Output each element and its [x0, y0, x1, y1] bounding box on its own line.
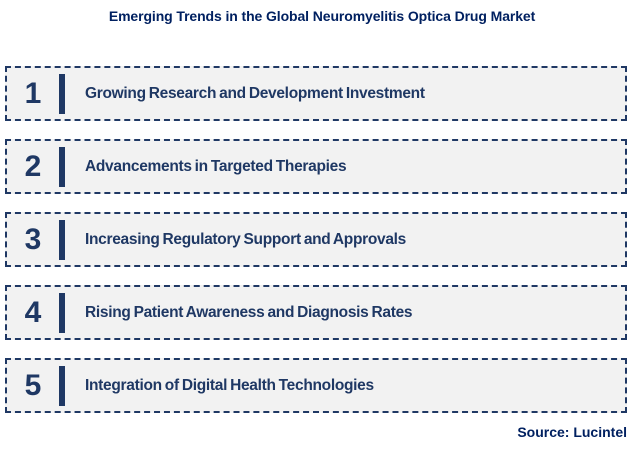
- trend-row-4: 4 Rising Patient Awareness and Diagnosis…: [5, 285, 627, 340]
- trend-label: Integration of Digital Health Technologi…: [85, 376, 374, 394]
- trend-number: 1: [24, 76, 42, 110]
- trend-label: Advancements in Targeted Therapies: [85, 157, 347, 175]
- trend-row-1: 1 Growing Research and Development Inves…: [5, 66, 627, 121]
- trend-number: 4: [24, 295, 42, 329]
- trend-row-3: 3 Increasing Regulatory Support and Appr…: [5, 212, 627, 267]
- trend-row-2: 2 Advancements in Targeted Therapies: [5, 139, 627, 194]
- trend-row-5: 5 Integration of Digital Health Technolo…: [5, 358, 627, 413]
- trend-label: Increasing Regulatory Support and Approv…: [85, 230, 406, 248]
- divider-bar: [59, 73, 65, 114]
- page-title: Emerging Trends in the Global Neuromyeli…: [108, 8, 536, 24]
- trend-number: 5: [24, 368, 42, 402]
- divider-bar: [59, 365, 65, 406]
- divider-bar: [59, 219, 65, 260]
- trend-number: 2: [24, 149, 42, 183]
- trend-list: 1 Growing Research and Development Inves…: [5, 66, 627, 413]
- source-caption: Source: Lucintel: [517, 424, 627, 440]
- trend-label: Rising Patient Awareness and Diagnosis R…: [85, 303, 413, 321]
- divider-bar: [59, 146, 65, 187]
- trend-label: Growing Research and Development Investm…: [85, 84, 425, 102]
- trend-number: 3: [24, 222, 42, 256]
- divider-bar: [59, 292, 65, 333]
